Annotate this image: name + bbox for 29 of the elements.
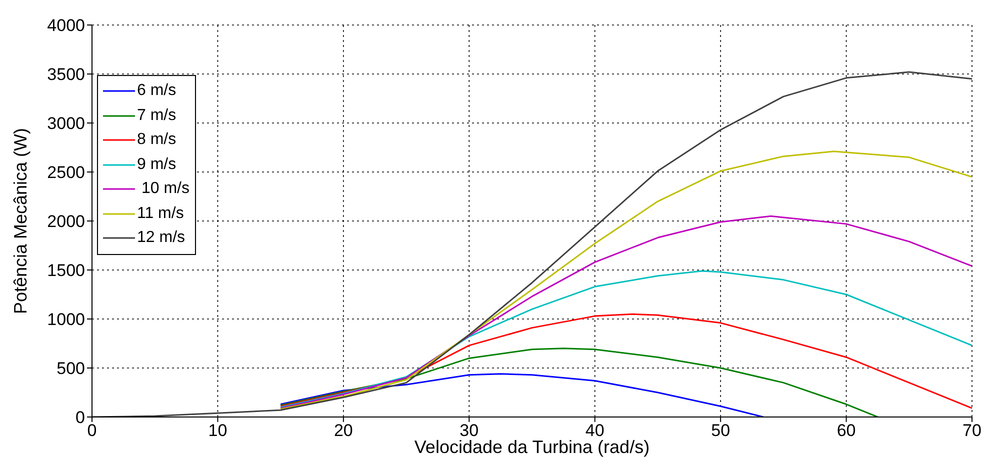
- line-series: [280, 215, 972, 409]
- line-series: [280, 348, 878, 417]
- x-tick-label: 10: [208, 421, 228, 440]
- x-tick-label: 50: [711, 421, 730, 440]
- legend-label: 10 m/s: [140, 180, 190, 198]
- y-axis-title: Potência Mecânica (W): [10, 128, 30, 314]
- legend-label: 6 m/s: [137, 82, 176, 100]
- x-tick-label: 0: [87, 421, 97, 440]
- x-tick-label: 70: [962, 421, 982, 440]
- y-tick-label: 1500: [47, 261, 85, 280]
- x-tick-label: 60: [836, 421, 856, 440]
- y-tick-label: 1000: [47, 310, 85, 330]
- y-tick-label: 3500: [47, 65, 85, 84]
- legend-label: 12 m/s: [137, 229, 186, 248]
- legend-label: 8 m/s: [137, 131, 176, 150]
- y-tick-label: 500: [56, 359, 85, 378]
- legend-label: 11 m/s: [137, 204, 184, 223]
- line-series: [280, 150, 972, 410]
- legend-label: 9 m/s: [137, 156, 176, 174]
- line-series: [280, 270, 972, 408]
- y-tick-label: 0: [76, 408, 85, 428]
- y-tick-label: 3000: [47, 114, 85, 134]
- y-tick-label: 2000: [47, 212, 85, 232]
- line-series: [280, 373, 764, 417]
- y-tick-label: 4000: [47, 16, 85, 36]
- legend-label: 7 m/s: [137, 106, 176, 125]
- x-tick-label: 20: [334, 421, 353, 440]
- y-tick-label: 2500: [47, 163, 85, 182]
- line-series: [280, 313, 972, 409]
